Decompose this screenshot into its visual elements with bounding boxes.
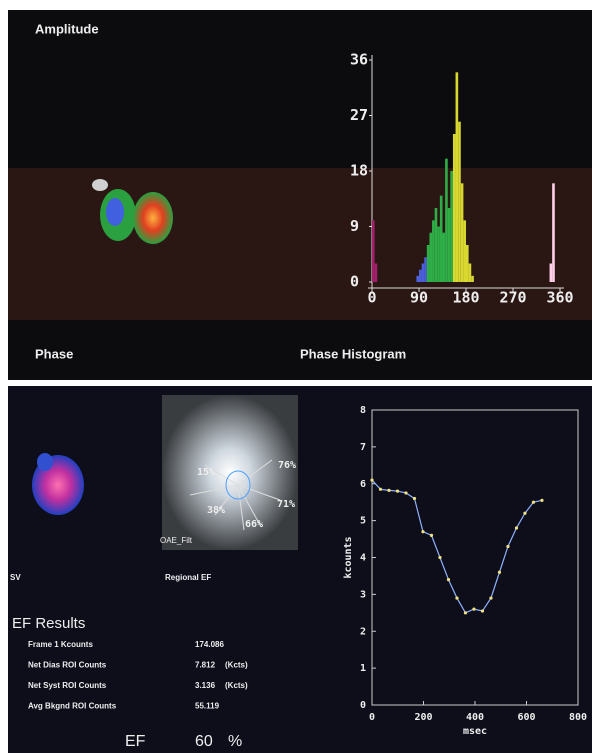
bar xyxy=(456,72,459,282)
bar xyxy=(550,264,553,283)
label: Amplitude xyxy=(35,21,99,36)
x-tick-label: 400 xyxy=(466,712,484,723)
roi-label: 38% xyxy=(207,505,225,516)
y-tick-label: 8 xyxy=(360,405,366,416)
y-tick-label: 2 xyxy=(360,626,366,637)
bar xyxy=(448,208,451,282)
bar xyxy=(432,220,435,282)
bar xyxy=(450,171,453,282)
x-axis-label: msec xyxy=(463,726,487,737)
point xyxy=(481,609,484,612)
bar xyxy=(435,208,438,282)
bar xyxy=(440,196,443,282)
y-axis-label: kcounts xyxy=(343,536,354,578)
chart-title: Phase Histogram xyxy=(300,346,406,361)
point xyxy=(464,611,467,614)
bar xyxy=(552,183,555,282)
separator xyxy=(8,380,592,386)
y-tick-label: 1 xyxy=(360,663,366,674)
page: Amplitude Phase Phase Histogram SV Regio… xyxy=(0,0,592,753)
point xyxy=(472,608,475,611)
row-value: 174.086 xyxy=(195,640,224,649)
point xyxy=(447,578,450,581)
x-tick-label: 600 xyxy=(517,712,535,723)
row-value: 3.136 xyxy=(195,681,216,690)
x-tick-label: 800 xyxy=(569,712,587,723)
y-tick-label: 6 xyxy=(360,479,366,490)
bar xyxy=(372,220,375,282)
label: OAE_Filt xyxy=(160,536,193,545)
y-tick-label: 7 xyxy=(360,442,366,453)
y-tick-label: 5 xyxy=(360,516,366,527)
bar xyxy=(419,270,422,282)
roi-label: 76% xyxy=(278,460,296,471)
row-label: Frame 1 Kcounts xyxy=(28,640,93,649)
y-tick-label: 9 xyxy=(350,217,359,235)
x-tick-label: 200 xyxy=(414,712,432,723)
point xyxy=(498,571,501,574)
ef-unit: % xyxy=(228,733,242,750)
point xyxy=(515,526,518,529)
row-label: Avg Bkgnd ROI Counts xyxy=(28,702,117,711)
label: Regional EF xyxy=(165,573,211,582)
point xyxy=(455,596,458,599)
point xyxy=(532,501,535,504)
bar xyxy=(424,257,427,282)
point xyxy=(523,512,526,515)
bottom-panel xyxy=(8,386,592,753)
bar xyxy=(469,264,472,283)
bar xyxy=(445,159,448,282)
row-label: Net Dias ROI Counts xyxy=(28,661,107,670)
point xyxy=(489,596,492,599)
ef-label: EF xyxy=(125,733,146,750)
bar xyxy=(416,276,419,282)
point xyxy=(387,489,390,492)
point xyxy=(379,488,382,491)
y-tick-label: 3 xyxy=(360,589,366,600)
bar xyxy=(443,233,446,282)
y-tick-label: 0 xyxy=(360,700,366,711)
bar xyxy=(471,276,474,282)
bar xyxy=(375,264,378,283)
x-tick-label: 0 xyxy=(369,712,375,723)
row-value: 7.812 xyxy=(195,661,216,670)
point xyxy=(370,478,373,481)
point xyxy=(421,530,424,533)
label: SV xyxy=(10,573,21,582)
bar xyxy=(427,245,430,282)
label: Phase xyxy=(35,346,73,361)
y-tick-label: 36 xyxy=(350,51,368,69)
section-title: EF Results xyxy=(12,615,85,632)
roi-label: 15% xyxy=(197,467,215,478)
row-label: Net Syst ROI Counts xyxy=(28,681,107,690)
y-tick-label: 27 xyxy=(350,106,368,124)
point xyxy=(404,491,407,494)
point xyxy=(413,497,416,500)
ef-value: 60 xyxy=(195,733,213,750)
bar xyxy=(422,264,425,283)
point xyxy=(506,545,509,548)
point xyxy=(396,490,399,493)
roi-label: 66% xyxy=(245,519,263,530)
bar xyxy=(463,220,466,282)
bar xyxy=(458,122,461,282)
point xyxy=(430,534,433,537)
row-unit: (Kcts) xyxy=(225,681,248,690)
bar xyxy=(453,134,456,282)
point xyxy=(438,556,441,559)
bar xyxy=(429,233,432,282)
screen: Amplitude Phase Phase Histogram SV Regio… xyxy=(0,0,592,753)
roi-image xyxy=(162,395,298,550)
bar xyxy=(466,245,469,282)
row-unit: (Kcts) xyxy=(225,661,248,670)
y-tick-label: 18 xyxy=(350,162,368,180)
y-tick-label: 0 xyxy=(350,273,359,291)
row-value: 55.119 xyxy=(195,702,220,711)
bar xyxy=(461,183,464,282)
y-tick-label: 4 xyxy=(360,553,366,564)
bar xyxy=(437,227,440,283)
point xyxy=(540,499,543,502)
roi-label: 71% xyxy=(277,499,295,510)
